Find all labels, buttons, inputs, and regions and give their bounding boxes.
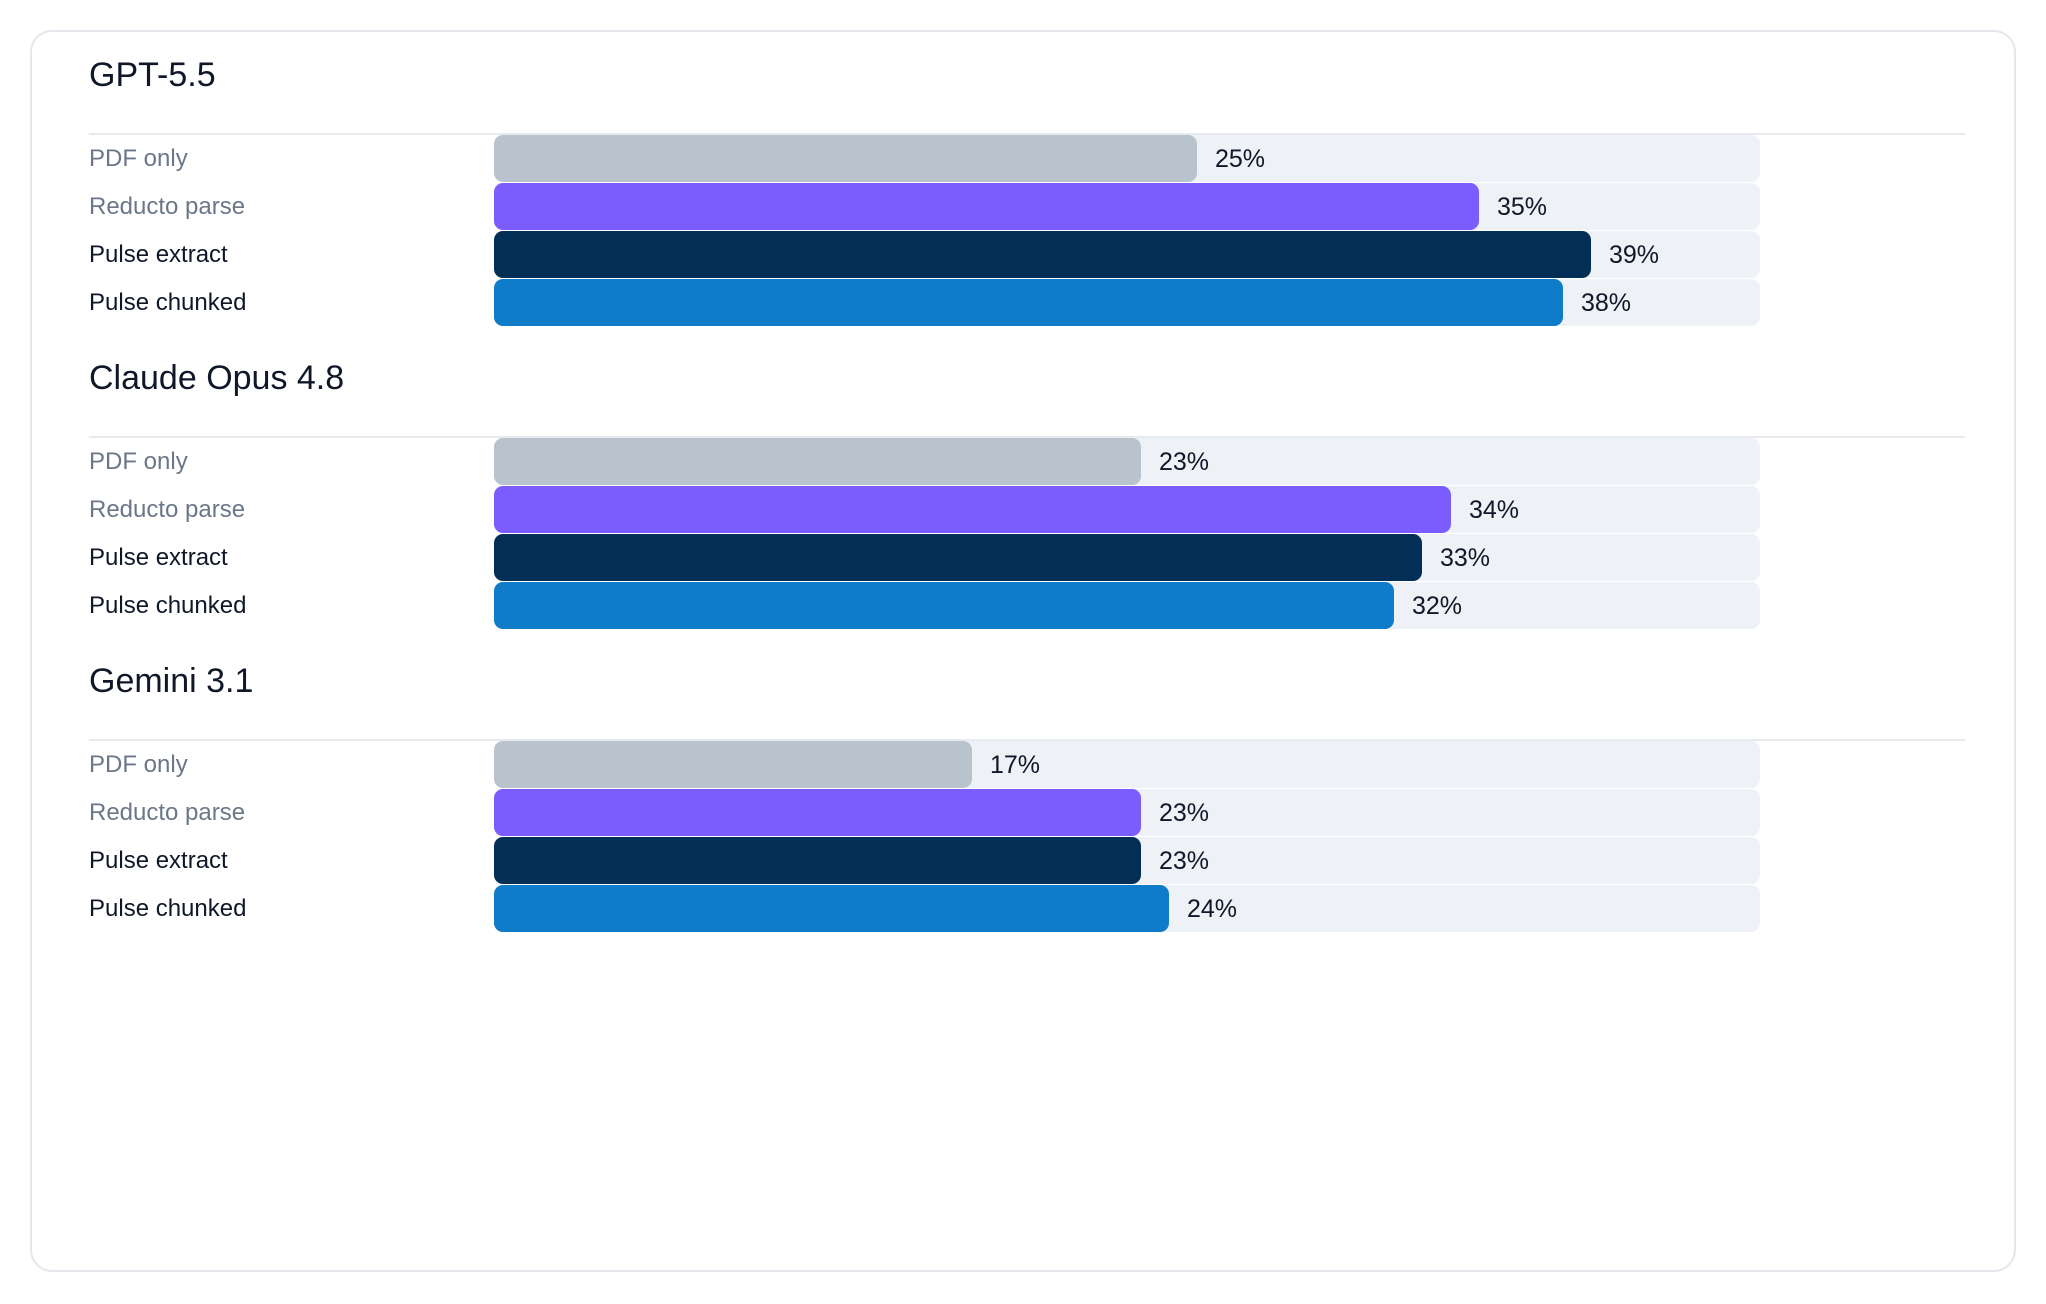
bar-value-label: 23% [1159, 847, 1210, 875]
bar-label: Reducto parse [89, 193, 246, 220]
bar-track: 23% [494, 438, 1760, 485]
group-title: Claude Opus 4.8 [89, 359, 345, 397]
group-title: Gemini 3.1 [89, 662, 254, 700]
bar-fill [494, 438, 1141, 485]
bar-fill [494, 279, 1563, 326]
bar-track: 32% [494, 582, 1760, 629]
bar-label: PDF only [89, 751, 188, 778]
bar-value-label: 38% [1581, 289, 1632, 317]
bar-track: 35% [494, 183, 1760, 230]
bar-fill [494, 789, 1141, 836]
bar-value-label: 23% [1159, 799, 1210, 827]
bar-track: 25% [494, 135, 1760, 182]
bar-label: Pulse extract [89, 241, 228, 268]
bar-label: Reducto parse [89, 496, 246, 523]
bar-label: PDF only [89, 145, 188, 172]
bar-track: 39% [494, 231, 1760, 278]
group-title: GPT-5.5 [89, 56, 216, 94]
bar-fill [494, 486, 1451, 533]
bar-label: PDF only [89, 448, 188, 475]
bar-track: 23% [494, 837, 1760, 884]
bar-row: PDF only 17% [89, 741, 1965, 788]
bar-label: Pulse extract [89, 544, 228, 571]
bar-fill [494, 582, 1394, 629]
bar-value-label: 39% [1609, 241, 1660, 269]
bar-row: PDF only 25% [89, 135, 1965, 182]
bar-label: Reducto parse [89, 799, 246, 826]
bar-label: Pulse chunked [89, 895, 247, 922]
bar-fill [494, 885, 1169, 932]
bar-row: PDF only 23% [89, 438, 1965, 485]
bar-value-label: 33% [1440, 544, 1491, 572]
bar-fill [494, 183, 1479, 230]
bar-value-label: 24% [1187, 895, 1238, 923]
bar-row: Pulse chunked 38% [89, 279, 1965, 326]
group-divider [89, 739, 1965, 741]
bar-value-label: 35% [1497, 193, 1548, 221]
bar-value-label: 23% [1159, 448, 1210, 476]
bar-row: Reducto parse 23% [89, 789, 1965, 836]
group-divider [89, 436, 1965, 438]
bar-fill [494, 534, 1422, 581]
bar-track: 34% [494, 486, 1760, 533]
bar-label: Pulse chunked [89, 592, 247, 619]
bar-row: Reducto parse 35% [89, 183, 1965, 230]
bar-row: Pulse extract 39% [89, 231, 1965, 278]
bar-row: Pulse chunked 24% [89, 885, 1965, 932]
bar-fill [494, 231, 1591, 278]
bar-row: Pulse chunked 32% [89, 582, 1965, 629]
chart-card: GPT-5.5 PDF only 25% Reducto parse 35% Pulse … [30, 30, 2016, 1272]
bar-fill [494, 741, 972, 788]
bar-fill [494, 135, 1197, 182]
bar-value-label: 25% [1215, 145, 1266, 173]
bar-label: Pulse extract [89, 847, 228, 874]
bar-value-label: 32% [1412, 592, 1463, 620]
group-divider [89, 133, 1965, 135]
bar-track: 24% [494, 885, 1760, 932]
bar-label: Pulse chunked [89, 289, 247, 316]
bar-track: 17% [494, 741, 1760, 788]
bar-track: 23% [494, 789, 1760, 836]
bar-value-label: 34% [1469, 496, 1520, 524]
bar-fill [494, 837, 1141, 884]
bar-row: Reducto parse 34% [89, 486, 1965, 533]
bar-row: Pulse extract 33% [89, 534, 1965, 581]
bar-row: Pulse extract 23% [89, 837, 1965, 884]
bar-track: 33% [494, 534, 1760, 581]
bar-value-label: 17% [990, 751, 1041, 779]
bar-track: 38% [494, 279, 1760, 326]
